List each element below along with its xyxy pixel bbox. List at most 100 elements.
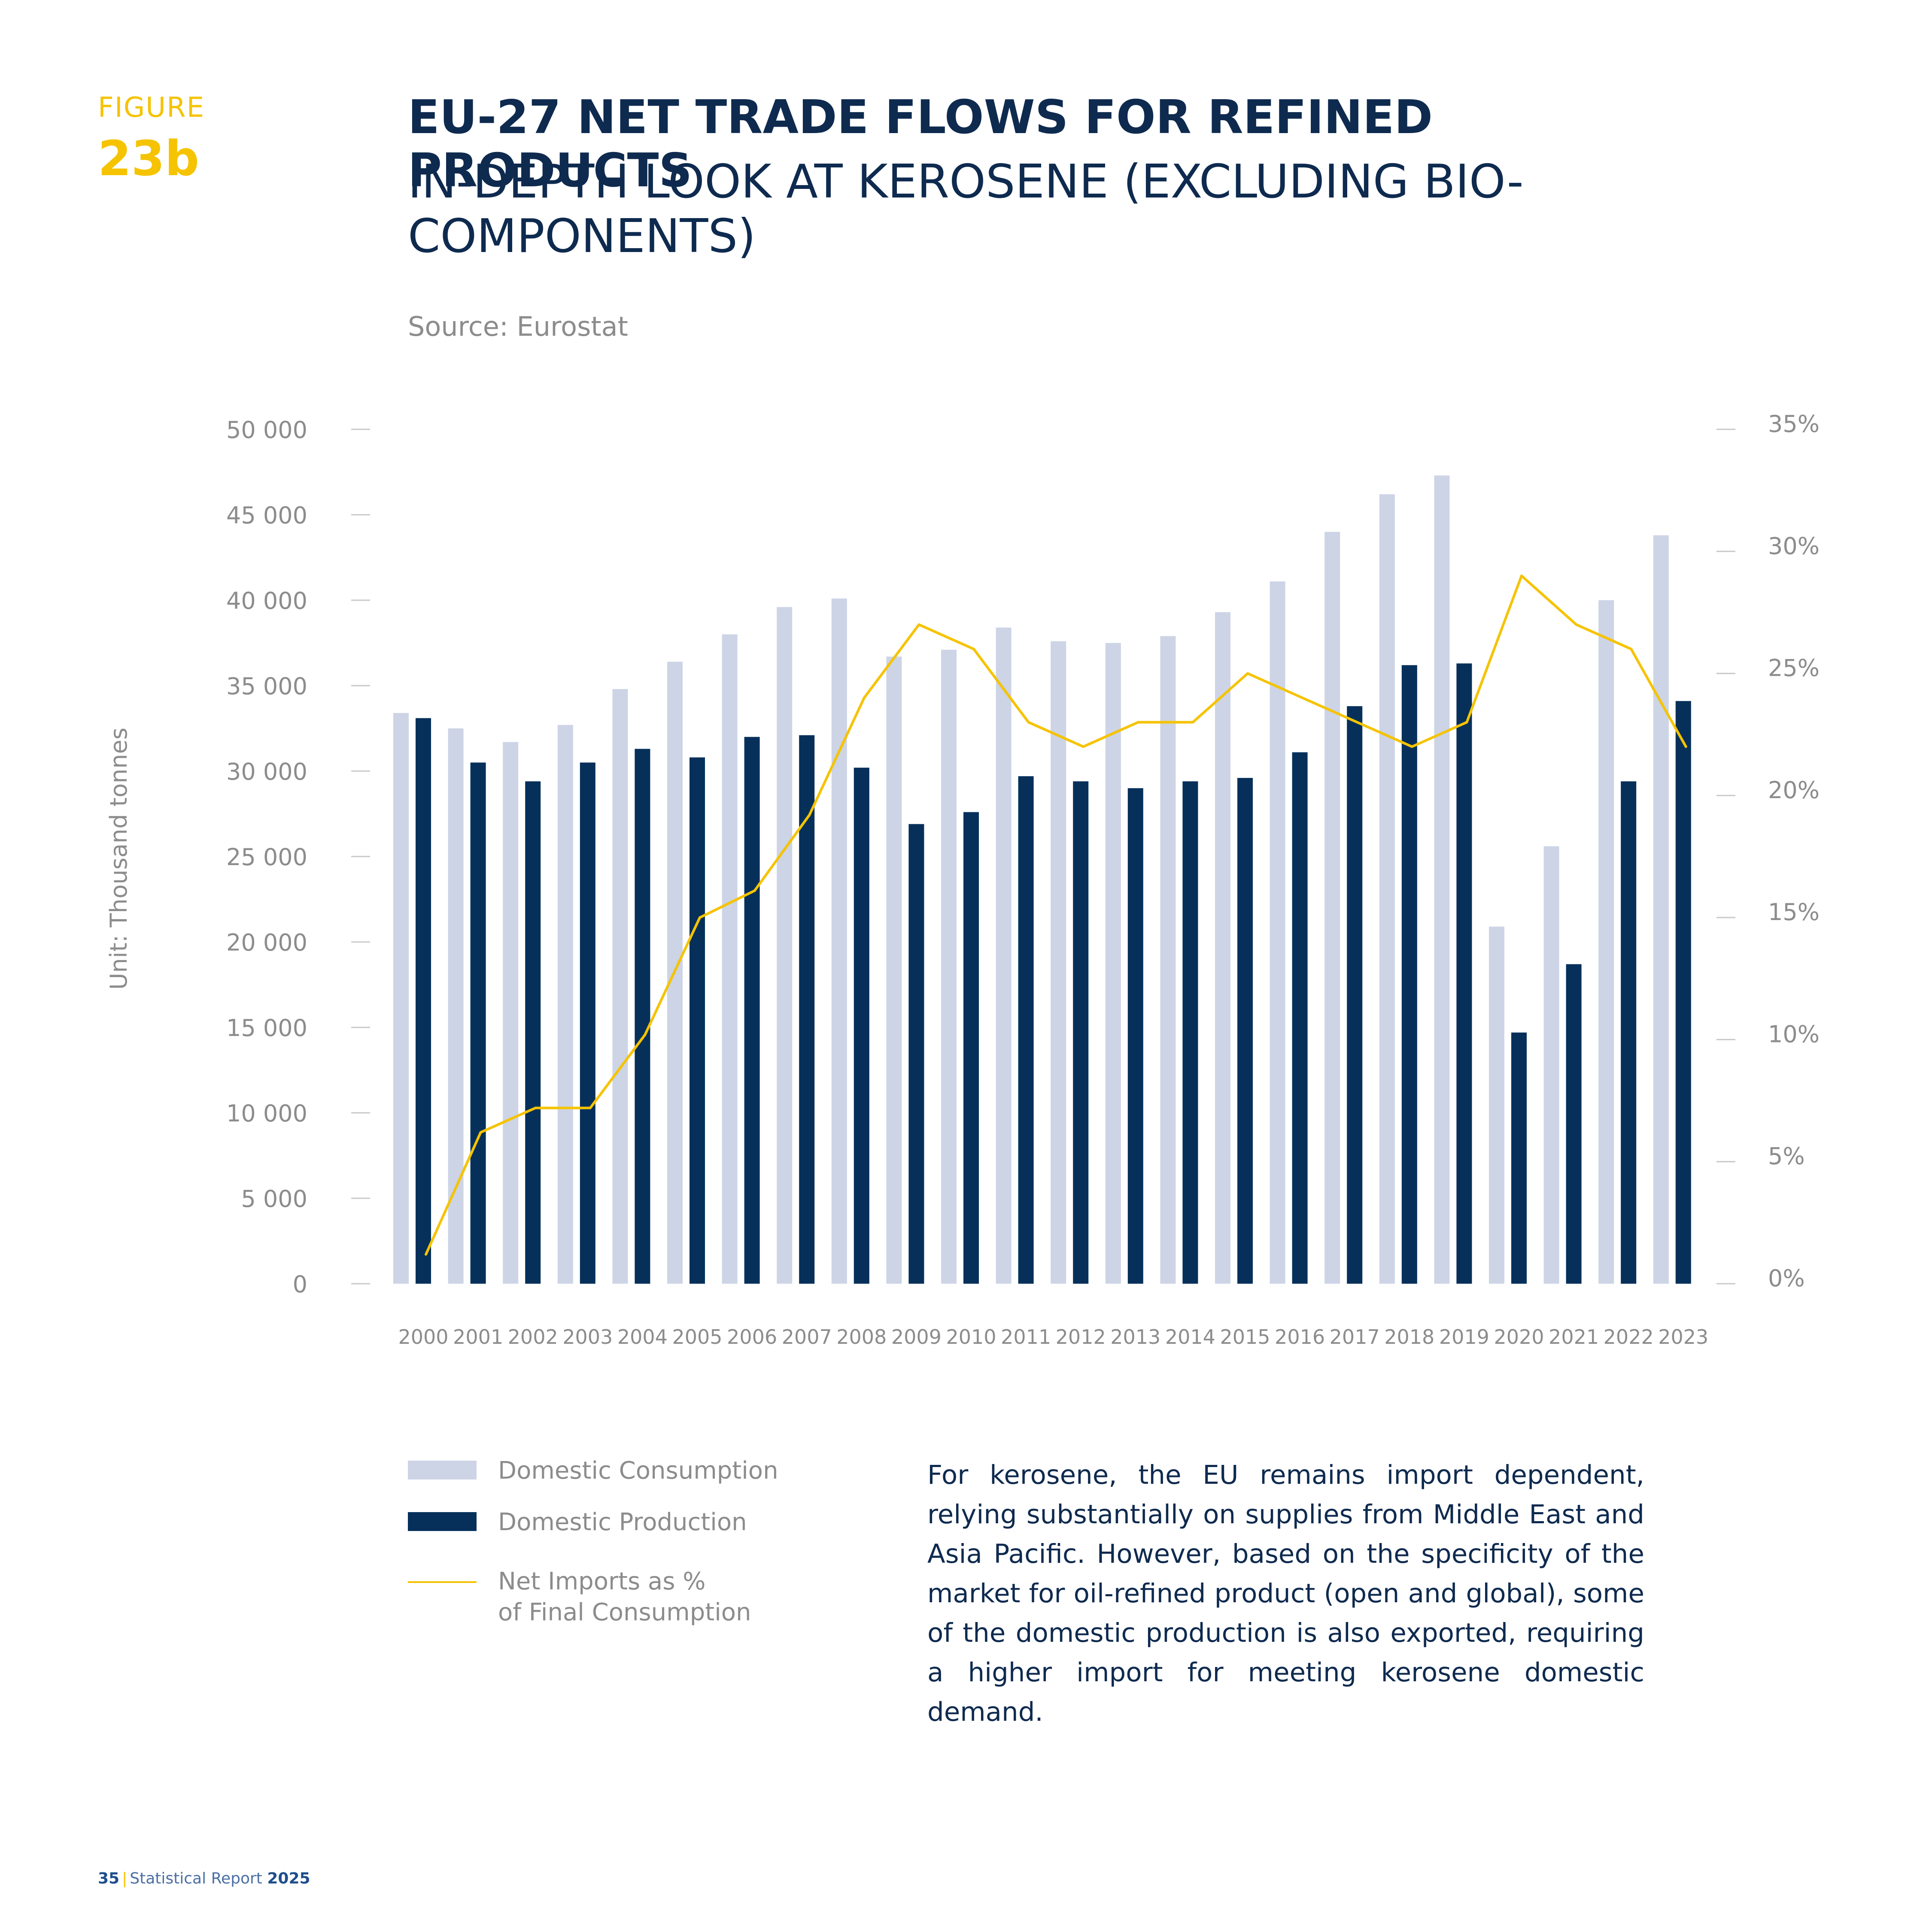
x-tick-label: 2016 [1275, 1325, 1325, 1349]
bar-production [1182, 781, 1198, 1284]
net-imports-point [1191, 721, 1194, 724]
legend-label-net-imports-line2: of Final Consumption [498, 1598, 751, 1626]
right-tick-label: 15% [1768, 899, 1820, 926]
left-axis: 0 5 000 10 000 15 000 20 000 25 000 30 000 35 0… [226, 416, 370, 1298]
bar-consumption [777, 607, 793, 1284]
bar-production [1675, 701, 1691, 1284]
bar-production [690, 757, 705, 1284]
bar-consumption [722, 634, 738, 1284]
x-tick-label: 2014 [1165, 1325, 1215, 1349]
net-imports-point [808, 814, 811, 817]
x-tick-label: 2004 [617, 1325, 668, 1349]
net-imports-point [1630, 647, 1633, 650]
bar-production [525, 781, 541, 1284]
bar-production [1401, 665, 1417, 1284]
net-imports-point [1520, 574, 1523, 577]
bar-consumption [393, 713, 409, 1284]
right-tick-label: 5% [1768, 1143, 1805, 1170]
net-imports-point [479, 1131, 482, 1134]
x-axis: 2000 2001 2002 2003 2004 2005 2006 2007 2008 2009… [398, 1325, 1708, 1349]
y-axis-label: Unit: Thousand tonnes [105, 728, 132, 990]
bar-consumption [1105, 643, 1121, 1284]
bar-consumption [886, 656, 902, 1284]
x-tick-label: 2018 [1384, 1325, 1434, 1349]
report-name: Statistical Report [130, 1870, 262, 1887]
legend-label-consumption: Domestic Consumption [498, 1457, 778, 1485]
bar-production [1237, 778, 1253, 1284]
bar-consumption [1270, 581, 1285, 1284]
net-imports-point [972, 647, 975, 650]
x-tick-label: 2007 [782, 1325, 832, 1349]
bar-production [854, 768, 869, 1284]
figure-number: 23b [98, 131, 200, 187]
bar-consumption [1653, 535, 1669, 1284]
bar-consumption [503, 742, 519, 1284]
x-tick-label: 2002 [508, 1325, 558, 1349]
right-tick-label: 10% [1768, 1021, 1820, 1048]
legend-swatch-net-imports [408, 1581, 477, 1583]
net-imports-point [753, 889, 756, 892]
figure-label: FIGURE [98, 92, 205, 124]
bar-production [963, 812, 979, 1284]
net-imports-point [1082, 745, 1085, 748]
bars [393, 475, 1691, 1284]
net-imports-line [425, 574, 1687, 1255]
bar-consumption [941, 650, 957, 1284]
net-imports-point [425, 1253, 427, 1256]
bar-production [744, 737, 760, 1284]
legend-swatch-consumption [408, 1461, 477, 1479]
x-tick-label: 2023 [1658, 1325, 1708, 1349]
x-tick-label: 2013 [1110, 1325, 1160, 1349]
x-tick-label: 2021 [1549, 1325, 1599, 1349]
net-imports-point [1246, 672, 1249, 675]
net-imports-point [1684, 745, 1687, 748]
source-note: Source: Eurostat [408, 311, 628, 342]
right-tick-label: 35% [1768, 410, 1820, 437]
x-tick-label: 2009 [891, 1325, 942, 1349]
bar-production [635, 749, 650, 1284]
left-tick-label: 10 000 [226, 1100, 307, 1127]
bar-production [416, 718, 431, 1284]
bar-consumption [996, 627, 1012, 1284]
net-imports-point [1027, 721, 1030, 724]
bar-consumption [557, 725, 573, 1284]
left-tick-label: 35 000 [226, 673, 307, 700]
net-imports-line-layer [425, 574, 1687, 1256]
x-tick-label: 2005 [672, 1325, 722, 1349]
bar-consumption [1160, 636, 1176, 1284]
left-tick-label: 5 000 [241, 1185, 307, 1212]
bar-production [1018, 776, 1034, 1284]
left-tick-label: 20 000 [226, 929, 307, 956]
bar-production [1073, 781, 1089, 1284]
report-year: 2025 [267, 1870, 310, 1887]
net-imports-point [644, 1033, 647, 1036]
net-imports-point [589, 1106, 592, 1109]
net-imports-point [1410, 745, 1413, 748]
left-tick-label: 40 000 [226, 587, 307, 614]
right-tick-label: 25% [1768, 655, 1820, 682]
x-tick-label: 2022 [1604, 1325, 1654, 1349]
bar-consumption [1543, 846, 1559, 1284]
bar-consumption [1379, 494, 1395, 1284]
bar-production [908, 824, 924, 1284]
bar-production [1511, 1032, 1527, 1284]
x-tick-label: 2006 [727, 1325, 777, 1349]
left-tick-label: 45 000 [226, 502, 307, 529]
bar-line-chart: Unit: Thousand tonnes 0 5 000 10 000 15 000… [105, 410, 1820, 1349]
bar-consumption [1598, 600, 1614, 1284]
bar-production [1456, 663, 1472, 1284]
bar-production [1292, 752, 1308, 1284]
x-tick-label: 2020 [1494, 1325, 1544, 1349]
bar-consumption [1489, 927, 1504, 1284]
footer-divider: | [122, 1870, 128, 1887]
footer: 35 | Statistical Report 2025 [98, 1870, 310, 1887]
bar-production [1127, 788, 1143, 1284]
bar-consumption [448, 728, 464, 1284]
net-imports-point [1136, 721, 1139, 724]
x-tick-label: 2008 [836, 1325, 887, 1349]
bar-consumption [1051, 641, 1066, 1284]
right-tick-label: 30% [1768, 532, 1820, 559]
bar-consumption [1215, 612, 1230, 1284]
net-imports-point [1575, 623, 1578, 626]
net-imports-point [1465, 721, 1468, 724]
